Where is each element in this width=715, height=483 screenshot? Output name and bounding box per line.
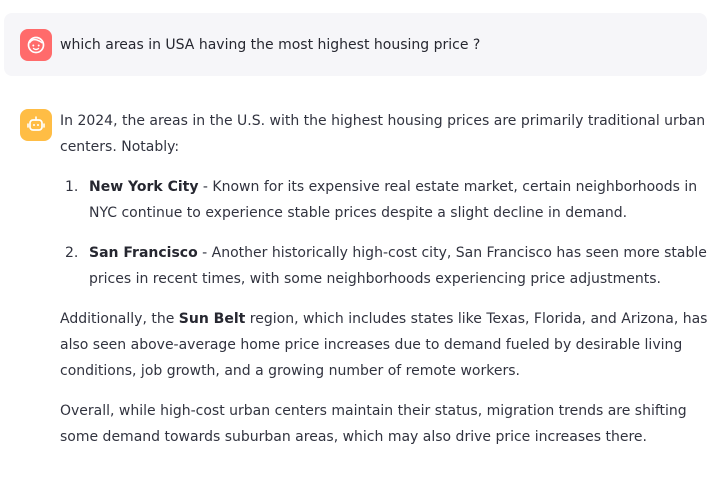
assistant-intro: In 2024, the areas in the U.S. with the … bbox=[60, 113, 706, 155]
list-item-text: - Another historically high-cost city, S… bbox=[89, 245, 707, 287]
user-face-icon bbox=[27, 36, 45, 54]
paragraph-bold-term: Sun Belt bbox=[178, 311, 246, 327]
paragraph-text-post: region, which includes states like Texas… bbox=[60, 311, 708, 379]
city-list: 1. New York City - Known for its expensiv… bbox=[60, 174, 708, 292]
list-item-title: New York City bbox=[89, 179, 199, 195]
user-avatar bbox=[20, 29, 52, 61]
conclusion-paragraph: Overall, while high-cost urban centers m… bbox=[60, 403, 687, 445]
robot-icon bbox=[27, 116, 45, 131]
list-item-title: San Francisco bbox=[89, 245, 198, 261]
list-item: 2. San Francisco - Another historically h… bbox=[60, 240, 708, 292]
sun-belt-paragraph: Additionally, the Sun Belt region, which… bbox=[60, 306, 708, 384]
list-item-text: - Known for its expensive real estate ma… bbox=[89, 179, 698, 221]
assistant-message: In 2024, the areas in the U.S. with the … bbox=[60, 108, 708, 450]
user-message-text: which areas in USA having the most highe… bbox=[60, 37, 481, 53]
user-message-bubble: which areas in USA having the most highe… bbox=[4, 13, 707, 76]
assistant-avatar bbox=[20, 109, 52, 141]
list-item: 1. New York City - Known for its expensiv… bbox=[60, 174, 708, 226]
paragraph-text-pre: Additionally, the bbox=[60, 311, 179, 327]
list-number: 2. bbox=[65, 245, 79, 261]
list-number: 1. bbox=[65, 179, 79, 195]
